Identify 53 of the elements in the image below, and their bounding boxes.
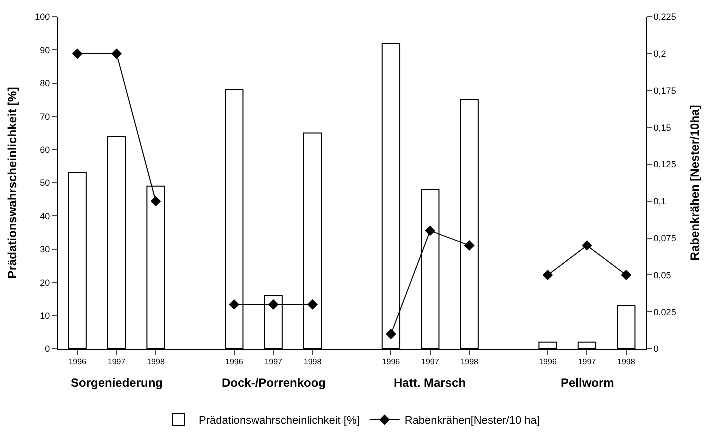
- point: [72, 48, 83, 60]
- y2-tick-label: 0,225: [654, 12, 676, 22]
- y2-tick-label: 0: [654, 344, 659, 354]
- point: [621, 270, 632, 280]
- x-tick-label: 1996: [226, 358, 244, 367]
- y-tick-label: 30: [40, 244, 50, 255]
- y-tick-label: 0: [45, 344, 50, 354]
- x-tick-label: 1996: [382, 358, 401, 367]
- x-tick-label: 1998: [618, 358, 636, 367]
- point: [464, 240, 475, 251]
- point: [386, 329, 396, 340]
- legend-label: Prädationswahrscheinlichkeit [%]: [199, 415, 360, 428]
- text: Sorgeniederung: [71, 376, 164, 390]
- point: [112, 48, 122, 60]
- y2-tick-label: 0,2: [654, 49, 666, 60]
- text: Dock-/Porrenkoog: [222, 376, 326, 390]
- y-tick-label: 70: [40, 112, 50, 122]
- point: [229, 300, 240, 310]
- y-tick-label: 10: [40, 310, 50, 321]
- x-tick-label: 1998: [304, 358, 322, 367]
- x-tick-label: 1996: [539, 358, 558, 367]
- y2-tick-label: 0,175: [654, 86, 676, 96]
- y2-tick-label: 0,075: [654, 233, 676, 244]
- y2-tick-label: 0,05: [654, 270, 672, 280]
- point: [582, 240, 592, 251]
- x-tick-label: 1996: [68, 358, 88, 367]
- y2-tick-label: 0,15: [654, 122, 672, 133]
- y-tick-label: 40: [40, 211, 50, 222]
- y2-axis-title: Rabenkrähen [Nester/10ha]: [688, 105, 702, 261]
- y2-tick-label: 0,1: [654, 196, 666, 207]
- legend-label: Rabenkrähen[Nester/10 ha]: [404, 415, 540, 428]
- y2-tick-label: 0,125: [654, 160, 676, 170]
- point: [268, 300, 279, 310]
- point: [542, 270, 554, 280]
- y-tick-label: 100: [35, 12, 50, 22]
- y-tick-label: 60: [40, 144, 50, 155]
- x-tick-label: 1997: [578, 358, 597, 367]
- y2-tick-label: 0,025: [654, 307, 676, 318]
- text: Hatt. Marsch: [394, 376, 466, 390]
- y-tick-label: 20: [40, 278, 50, 288]
- y-axis-title: Prädationswahrscheinlichkeit [%]: [5, 87, 20, 279]
- x-tick-label: 1997: [108, 358, 126, 367]
- x-tick-label: 1997: [264, 358, 284, 367]
- point: [150, 196, 162, 207]
- y-tick-label: 50: [40, 178, 50, 188]
- y-tick-label: 80: [40, 78, 50, 89]
- point: [425, 226, 436, 236]
- text: Pellworm: [561, 376, 614, 390]
- x-tick-label: 1997: [422, 358, 440, 367]
- x-tick-label: 1998: [460, 358, 480, 367]
- x-tick-label: 1998: [147, 358, 166, 367]
- point: [308, 300, 318, 310]
- y-tick-label: 90: [40, 45, 50, 56]
